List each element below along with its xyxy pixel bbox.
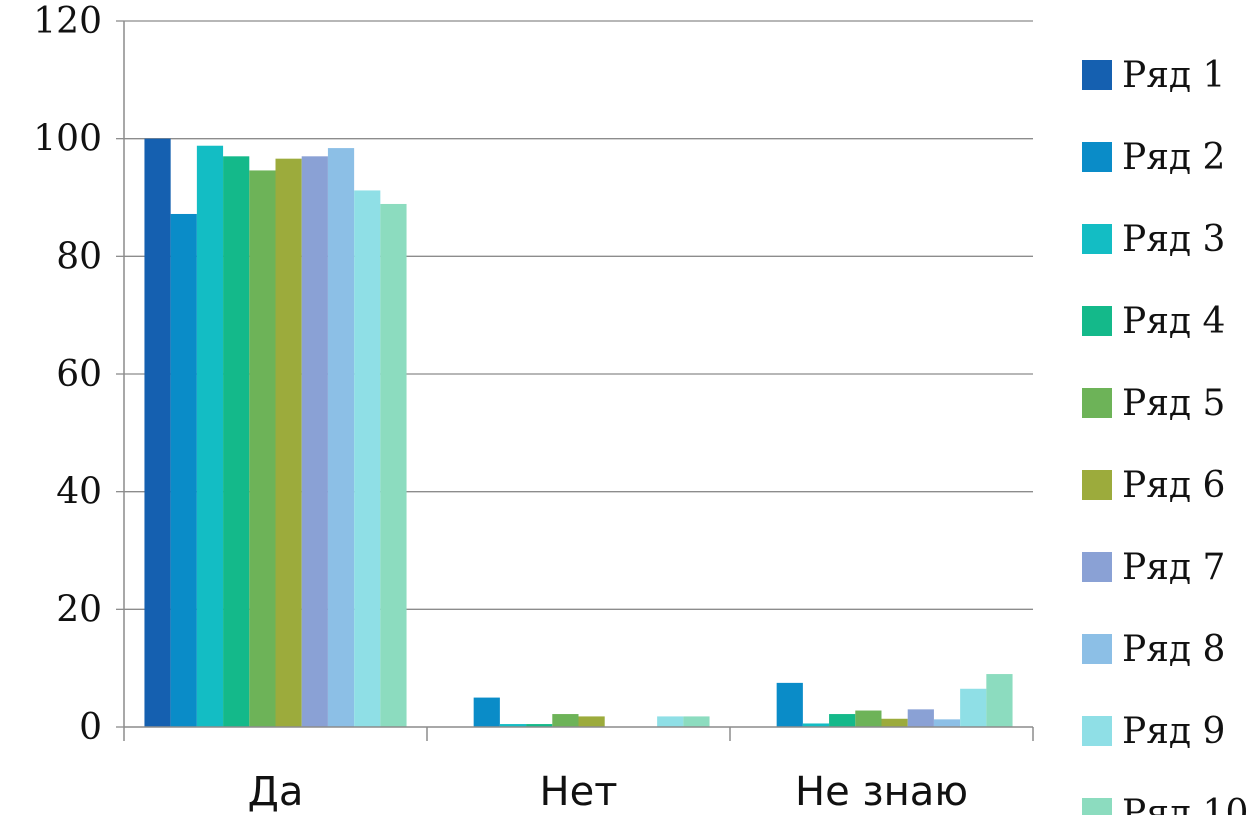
bar [907,709,934,727]
bar [829,714,856,727]
legend-label: Ряд 6 [1122,465,1225,506]
legend-swatch [1082,224,1112,254]
legend-swatch [1082,470,1112,500]
bar [933,719,961,727]
legend-swatch [1082,388,1112,418]
legend-label: Ряд 3 [1122,219,1225,260]
legend-label: Ряд 8 [1122,629,1225,670]
x-tick-label: Да [248,769,304,815]
bar [986,674,1013,727]
legend-label: Ряд 4 [1122,301,1225,342]
bar [802,723,830,727]
legend-swatch [1082,142,1112,172]
y-tick-label: 100 [33,119,102,160]
bar [499,724,527,727]
bar [960,688,987,727]
legend-swatch [1082,306,1112,336]
bar [301,156,328,728]
legend-label: Ряд 1 [1122,55,1225,96]
y-tick-label: 20 [56,589,102,630]
legend-swatch [1082,634,1112,664]
bar [473,697,500,727]
legend-label: Ряд 2 [1122,137,1225,178]
legend-swatch [1082,798,1112,819]
x-tick-label: Нет [540,769,618,815]
legend-label: Ряд 10 [1122,793,1248,815]
legend-label: Ряд 5 [1122,383,1225,424]
legend-swatch [1082,552,1112,582]
bar [144,138,171,727]
bar [354,190,381,727]
bar [196,145,224,727]
bar [855,710,882,727]
bars [144,138,1013,728]
y-tick-label: 120 [33,1,102,42]
axes: 0 20 40 60 80 100 120 Да Нет Не знаю [33,1,1034,815]
y-tick-label: 40 [56,472,102,513]
y-tick-label: 0 [79,707,102,748]
y-tick-label: 60 [56,354,102,395]
x-tick-label: Не знаю [795,769,968,815]
bar [881,718,908,727]
bar [657,716,684,727]
bar [275,158,302,728]
bar [552,714,579,727]
legend-label: Ряд 9 [1122,711,1225,752]
bar [249,170,276,728]
bar [223,156,250,728]
bar [776,682,803,727]
bar [683,716,710,727]
legend-swatch [1082,60,1112,90]
legend-swatch [1082,716,1112,746]
bar [327,148,355,727]
bar [526,724,553,727]
bar [578,716,605,727]
legend: Ряд 1 Ряд 2 Ряд 3 Ряд 4 Ряд 5 Ряд 6 Ряд 7 Ряд 8… [1082,55,1248,819]
legend-label: Ряд 7 [1122,547,1225,588]
bar [380,203,407,727]
bar [170,213,197,727]
y-tick-label: 80 [56,236,102,277]
